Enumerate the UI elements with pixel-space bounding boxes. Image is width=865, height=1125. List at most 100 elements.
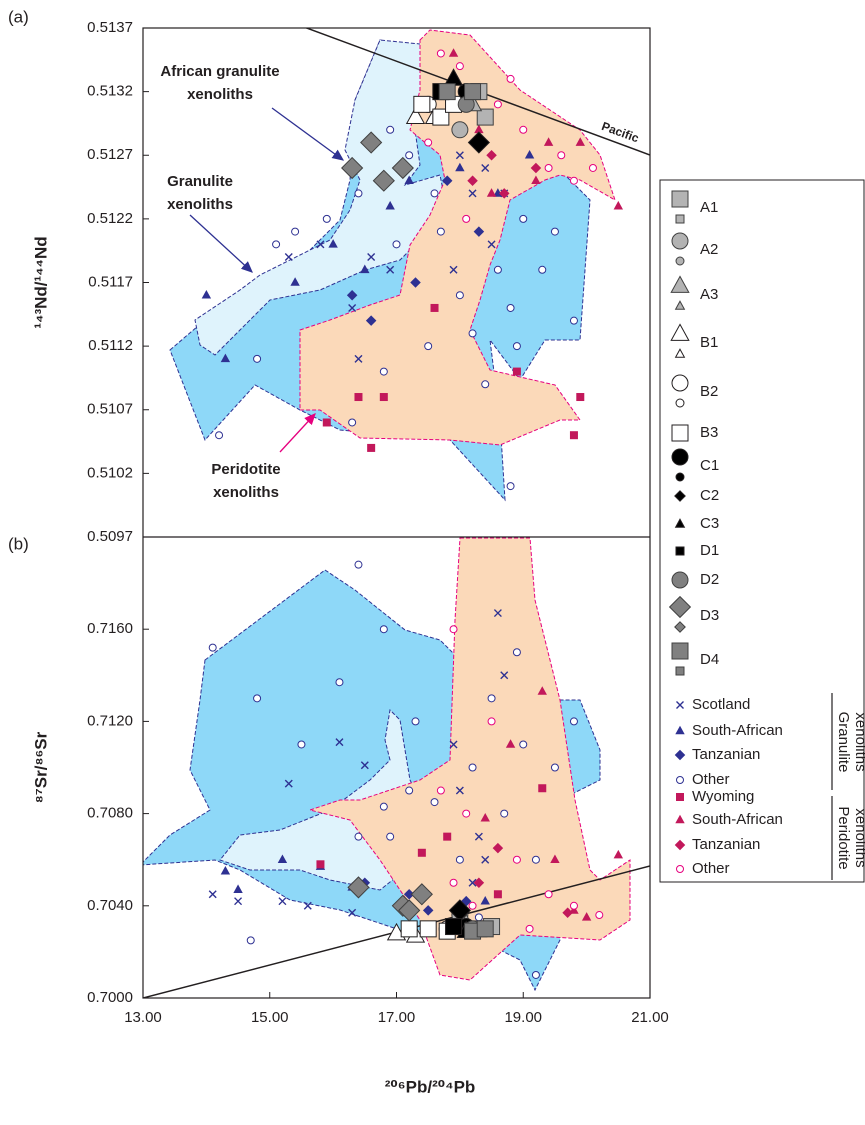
point xyxy=(385,200,395,210)
legend-label: Scotland xyxy=(692,696,750,713)
x-stroke xyxy=(676,701,684,709)
legend-marker xyxy=(675,214,685,224)
point xyxy=(512,648,521,657)
x-stroke xyxy=(500,671,509,680)
point xyxy=(569,431,578,440)
point xyxy=(424,342,433,351)
x-stroke xyxy=(455,786,464,795)
point xyxy=(367,443,376,452)
point xyxy=(436,786,445,795)
y-tick-label: 0.7160 xyxy=(87,620,133,637)
point xyxy=(486,149,497,161)
legend-marker xyxy=(676,776,684,784)
point xyxy=(360,761,369,770)
legend-marker xyxy=(670,323,690,341)
x-tick-label: 17.00 xyxy=(378,1009,416,1026)
point xyxy=(448,48,459,57)
legend-label: South-African xyxy=(692,722,783,739)
legend-marker xyxy=(674,348,686,358)
point xyxy=(468,329,477,338)
x-stroke xyxy=(481,855,490,864)
point xyxy=(335,678,344,687)
point xyxy=(354,189,363,198)
point xyxy=(569,176,578,185)
x-tick-label: 19.00 xyxy=(504,1009,542,1026)
point xyxy=(413,95,431,113)
point xyxy=(557,151,566,160)
point xyxy=(253,694,262,703)
point xyxy=(581,912,592,921)
y-tick-label: 0.5122 xyxy=(87,210,133,227)
annotation: xenoliths xyxy=(213,484,279,501)
point xyxy=(519,125,528,134)
point xyxy=(474,832,483,841)
point xyxy=(455,291,464,300)
point xyxy=(569,901,578,910)
point xyxy=(424,138,433,147)
point xyxy=(487,717,496,726)
x-stroke xyxy=(354,354,363,363)
legend-marker xyxy=(676,701,684,709)
x-stroke xyxy=(449,740,458,749)
point xyxy=(550,854,560,863)
y-tick-label: 0.5102 xyxy=(87,464,133,481)
point xyxy=(525,924,534,933)
point xyxy=(588,163,597,172)
point xyxy=(215,431,224,440)
point xyxy=(575,137,585,146)
point xyxy=(379,393,388,402)
point xyxy=(354,560,363,569)
x-tick-label: 13.00 xyxy=(124,1009,162,1026)
point xyxy=(493,100,502,109)
annotation: Peridotite xyxy=(211,461,280,478)
point xyxy=(480,812,490,822)
point xyxy=(348,908,357,917)
legend-label: Tanzanian xyxy=(692,746,760,763)
point xyxy=(322,418,331,427)
point xyxy=(544,163,553,172)
point xyxy=(519,214,528,223)
legend-label: A1 xyxy=(700,199,718,216)
point xyxy=(346,289,358,301)
legend-marker xyxy=(675,472,685,482)
legend-label: Other xyxy=(692,860,730,877)
point xyxy=(506,482,515,491)
fields-b xyxy=(143,537,650,998)
point xyxy=(531,855,540,864)
point xyxy=(487,694,496,703)
legend-marker xyxy=(671,448,689,466)
point xyxy=(341,156,364,180)
point xyxy=(562,907,573,918)
point xyxy=(367,253,376,262)
point xyxy=(486,188,497,197)
legend-marker xyxy=(675,814,685,824)
annotation: xenoliths xyxy=(167,196,233,213)
legend-group-label: xenoliths xyxy=(852,712,865,771)
legend-label: B2 xyxy=(700,383,718,400)
point xyxy=(462,214,471,223)
point xyxy=(449,625,458,634)
point xyxy=(392,240,401,249)
point xyxy=(449,878,458,887)
legend-label: A3 xyxy=(700,286,718,303)
point xyxy=(233,884,243,893)
legend-marker xyxy=(670,275,690,293)
point xyxy=(443,832,452,841)
y-tick-label: 0.7000 xyxy=(87,989,133,1006)
legend-marker xyxy=(674,839,686,851)
panel-tag: (b) xyxy=(8,534,29,553)
y-tick-label: 0.5137 xyxy=(87,19,133,36)
y-tick-label: 0.7040 xyxy=(87,897,133,914)
point xyxy=(436,49,445,58)
point xyxy=(538,784,547,793)
annotation: Pacific xyxy=(600,119,641,145)
point xyxy=(519,740,528,749)
legend-marker xyxy=(671,642,689,660)
point xyxy=(278,897,287,906)
point xyxy=(445,918,463,936)
point xyxy=(531,175,541,184)
point xyxy=(449,740,458,749)
legend-marker xyxy=(671,190,689,208)
x-stroke xyxy=(468,878,477,887)
